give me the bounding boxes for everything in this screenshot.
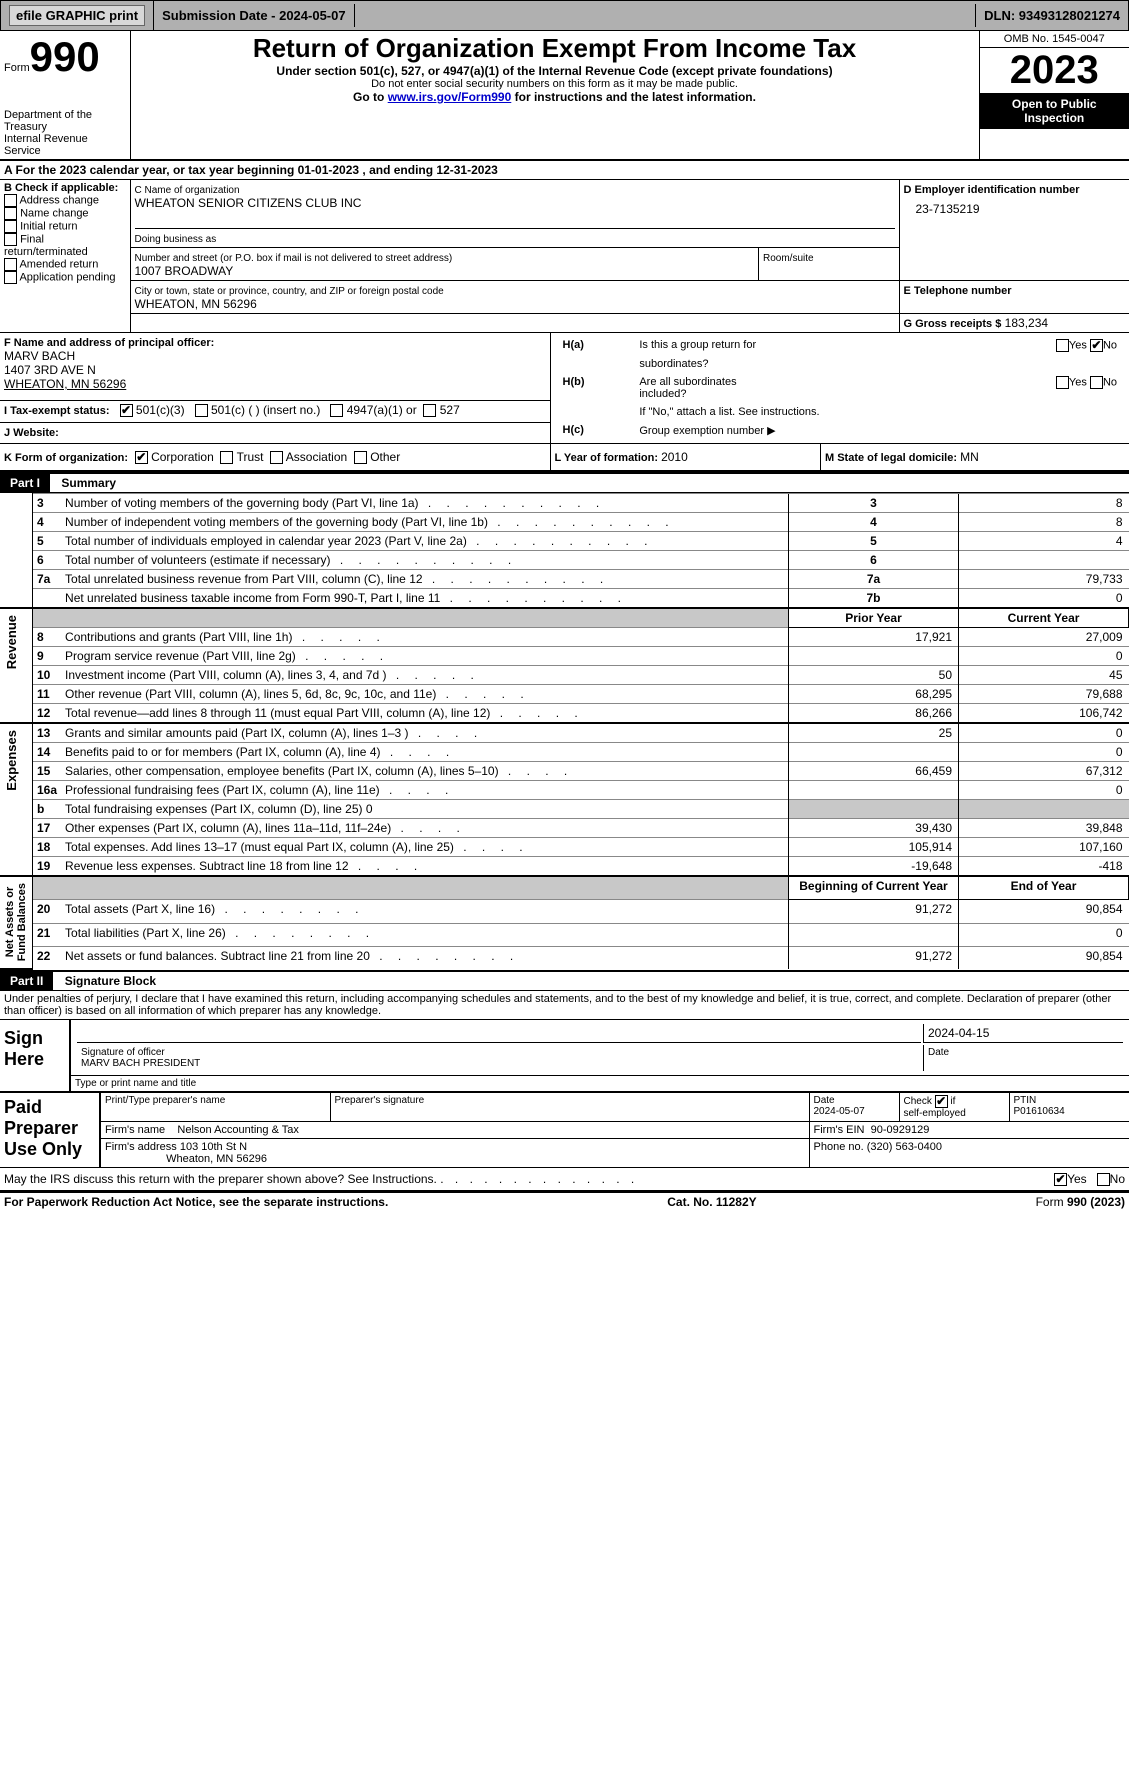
box-f-lbl: F Name and address of principal officer: xyxy=(4,337,214,349)
chk-527[interactable] xyxy=(423,404,436,417)
top-toolbar: efile GRAPHIC print Submission Date - 20… xyxy=(0,0,1129,31)
chk-4947[interactable] xyxy=(330,404,343,417)
dln: DLN: 93493128021274 xyxy=(975,4,1128,27)
firm-ein: 90-0929129 xyxy=(871,1124,930,1136)
box-d-lbl: D Employer identification number xyxy=(904,184,1080,196)
chk-discuss-no[interactable] xyxy=(1097,1173,1110,1186)
ssn-note: Do not enter social security numbers on … xyxy=(135,78,975,90)
box-k-lbl: K Form of organization: xyxy=(4,452,128,464)
box-l-lbl: L Year of formation: xyxy=(555,452,662,464)
chk-assoc[interactable] xyxy=(270,451,283,464)
tax-period: A For the 2023 calendar year, or tax yea… xyxy=(0,161,1129,180)
chk-501c[interactable] xyxy=(195,404,208,417)
firm-phone: (320) 563-0400 xyxy=(867,1141,942,1153)
ptin: P01610634 xyxy=(1014,1106,1065,1117)
tax-year: 2023 xyxy=(980,48,1129,93)
chk-initial-return[interactable] xyxy=(4,220,17,233)
perjury-text: Under penalties of perjury, I declare th… xyxy=(0,991,1129,1019)
part2-header: Part II Signature Block xyxy=(0,970,1129,991)
chk-ha-no[interactable] xyxy=(1090,339,1103,352)
officer-addr2: WHEATON, MN 56296 xyxy=(4,377,126,391)
chk-ha-yes[interactable] xyxy=(1056,339,1069,352)
chk-corp[interactable] xyxy=(135,451,148,464)
form-title: Return of Organization Exempt From Incom… xyxy=(135,33,975,64)
chk-discuss-yes[interactable] xyxy=(1054,1173,1067,1186)
pp-date: 2024-05-07 xyxy=(814,1106,865,1117)
chk-501c3[interactable] xyxy=(120,404,133,417)
org-name: WHEATON SENIOR CITIZENS CLUB INC xyxy=(135,196,362,210)
chk-amended[interactable] xyxy=(4,258,17,271)
type-name-lbl: Type or print name and title xyxy=(70,1075,1129,1091)
street: 1007 BROADWAY xyxy=(135,264,234,278)
chk-final-return[interactable] xyxy=(4,233,17,246)
chk-other-org[interactable] xyxy=(354,451,367,464)
box-j-lbl: J Website: xyxy=(4,427,59,439)
ein: 23-7135219 xyxy=(904,196,1126,216)
street-lbl: Number and street (or P.O. box if mail i… xyxy=(135,253,453,264)
firm-name: Nelson Accounting & Tax xyxy=(177,1124,298,1136)
efile-button[interactable]: efile GRAPHIC print xyxy=(9,5,145,26)
dba-lbl: Doing business as xyxy=(135,234,217,245)
state-domicile: MN xyxy=(960,450,979,464)
city-state-zip: WHEATON, MN 56296 xyxy=(135,297,257,311)
irs-label: Internal Revenue Service xyxy=(4,133,126,157)
arrow-icon: ▶ xyxy=(767,425,775,437)
box-e-lbl: E Telephone number xyxy=(904,285,1012,297)
year-formation: 2010 xyxy=(661,450,688,464)
h-a-lbl: H(a) xyxy=(563,339,584,351)
dept-treasury: Department of the Treasury xyxy=(4,109,126,133)
paid-preparer-lbl: Paid Preparer Use Only xyxy=(0,1092,100,1168)
firm-addr2: Wheaton, MN 56296 xyxy=(166,1153,267,1165)
officer-name: MARV BACH xyxy=(4,349,75,363)
box-i-lbl: I Tax-exempt status: xyxy=(4,405,110,417)
officer-sig-name: MARV BACH PRESIDENT xyxy=(81,1058,200,1069)
chk-hb-yes[interactable] xyxy=(1056,376,1069,389)
box-m-lbl: M State of legal domicile: xyxy=(825,452,960,464)
chk-hb-no[interactable] xyxy=(1090,376,1103,389)
box-c-name-lbl: C Name of organization xyxy=(135,185,240,196)
h-c-lbl: H(c) xyxy=(563,424,584,436)
h-b-lbl: H(b) xyxy=(563,376,585,388)
omb-no: OMB No. 1545-0047 xyxy=(980,31,1129,48)
chk-trust[interactable] xyxy=(220,451,233,464)
box-g-lbl: G Gross receipts $ xyxy=(904,318,1002,330)
chk-name-change[interactable] xyxy=(4,207,17,220)
chk-app-pending[interactable] xyxy=(4,271,17,284)
form-prefix: Form xyxy=(4,62,30,74)
box-b-title: B Check if applicable: xyxy=(4,182,118,194)
goto-suffix: for instructions and the latest informat… xyxy=(515,90,756,104)
part1-header: Part I Summary xyxy=(0,472,1129,493)
officer-addr1: 1407 3RD AVE N xyxy=(4,363,96,377)
form-subtitle: Under section 501(c), 527, or 4947(a)(1)… xyxy=(135,64,975,78)
discuss-row: May the IRS discuss this return with the… xyxy=(0,1168,1129,1192)
goto-prefix: Go to xyxy=(353,90,388,104)
chk-address-change[interactable] xyxy=(4,194,17,207)
room-lbl: Room/suite xyxy=(763,253,814,264)
open-public-box: Open to PublicInspection xyxy=(980,93,1129,129)
sign-here-lbl: Sign Here xyxy=(0,1019,70,1091)
chk-self-employed[interactable] xyxy=(935,1095,948,1108)
sign-date: 2024-04-15 xyxy=(923,1024,1123,1043)
footer: For Paperwork Reduction Act Notice, see … xyxy=(0,1192,1129,1211)
city-lbl: City or town, state or province, country… xyxy=(135,286,444,297)
firm-addr1: 103 10th St N xyxy=(180,1141,247,1153)
form-number: 990 xyxy=(30,33,100,80)
submission-date: Submission Date - 2024-05-07 xyxy=(154,4,355,27)
irs-link[interactable]: www.irs.gov/Form990 xyxy=(388,90,512,104)
form-header: Form990 Department of the Treasury Inter… xyxy=(0,31,1129,161)
gross-receipts: 183,234 xyxy=(1005,316,1048,330)
